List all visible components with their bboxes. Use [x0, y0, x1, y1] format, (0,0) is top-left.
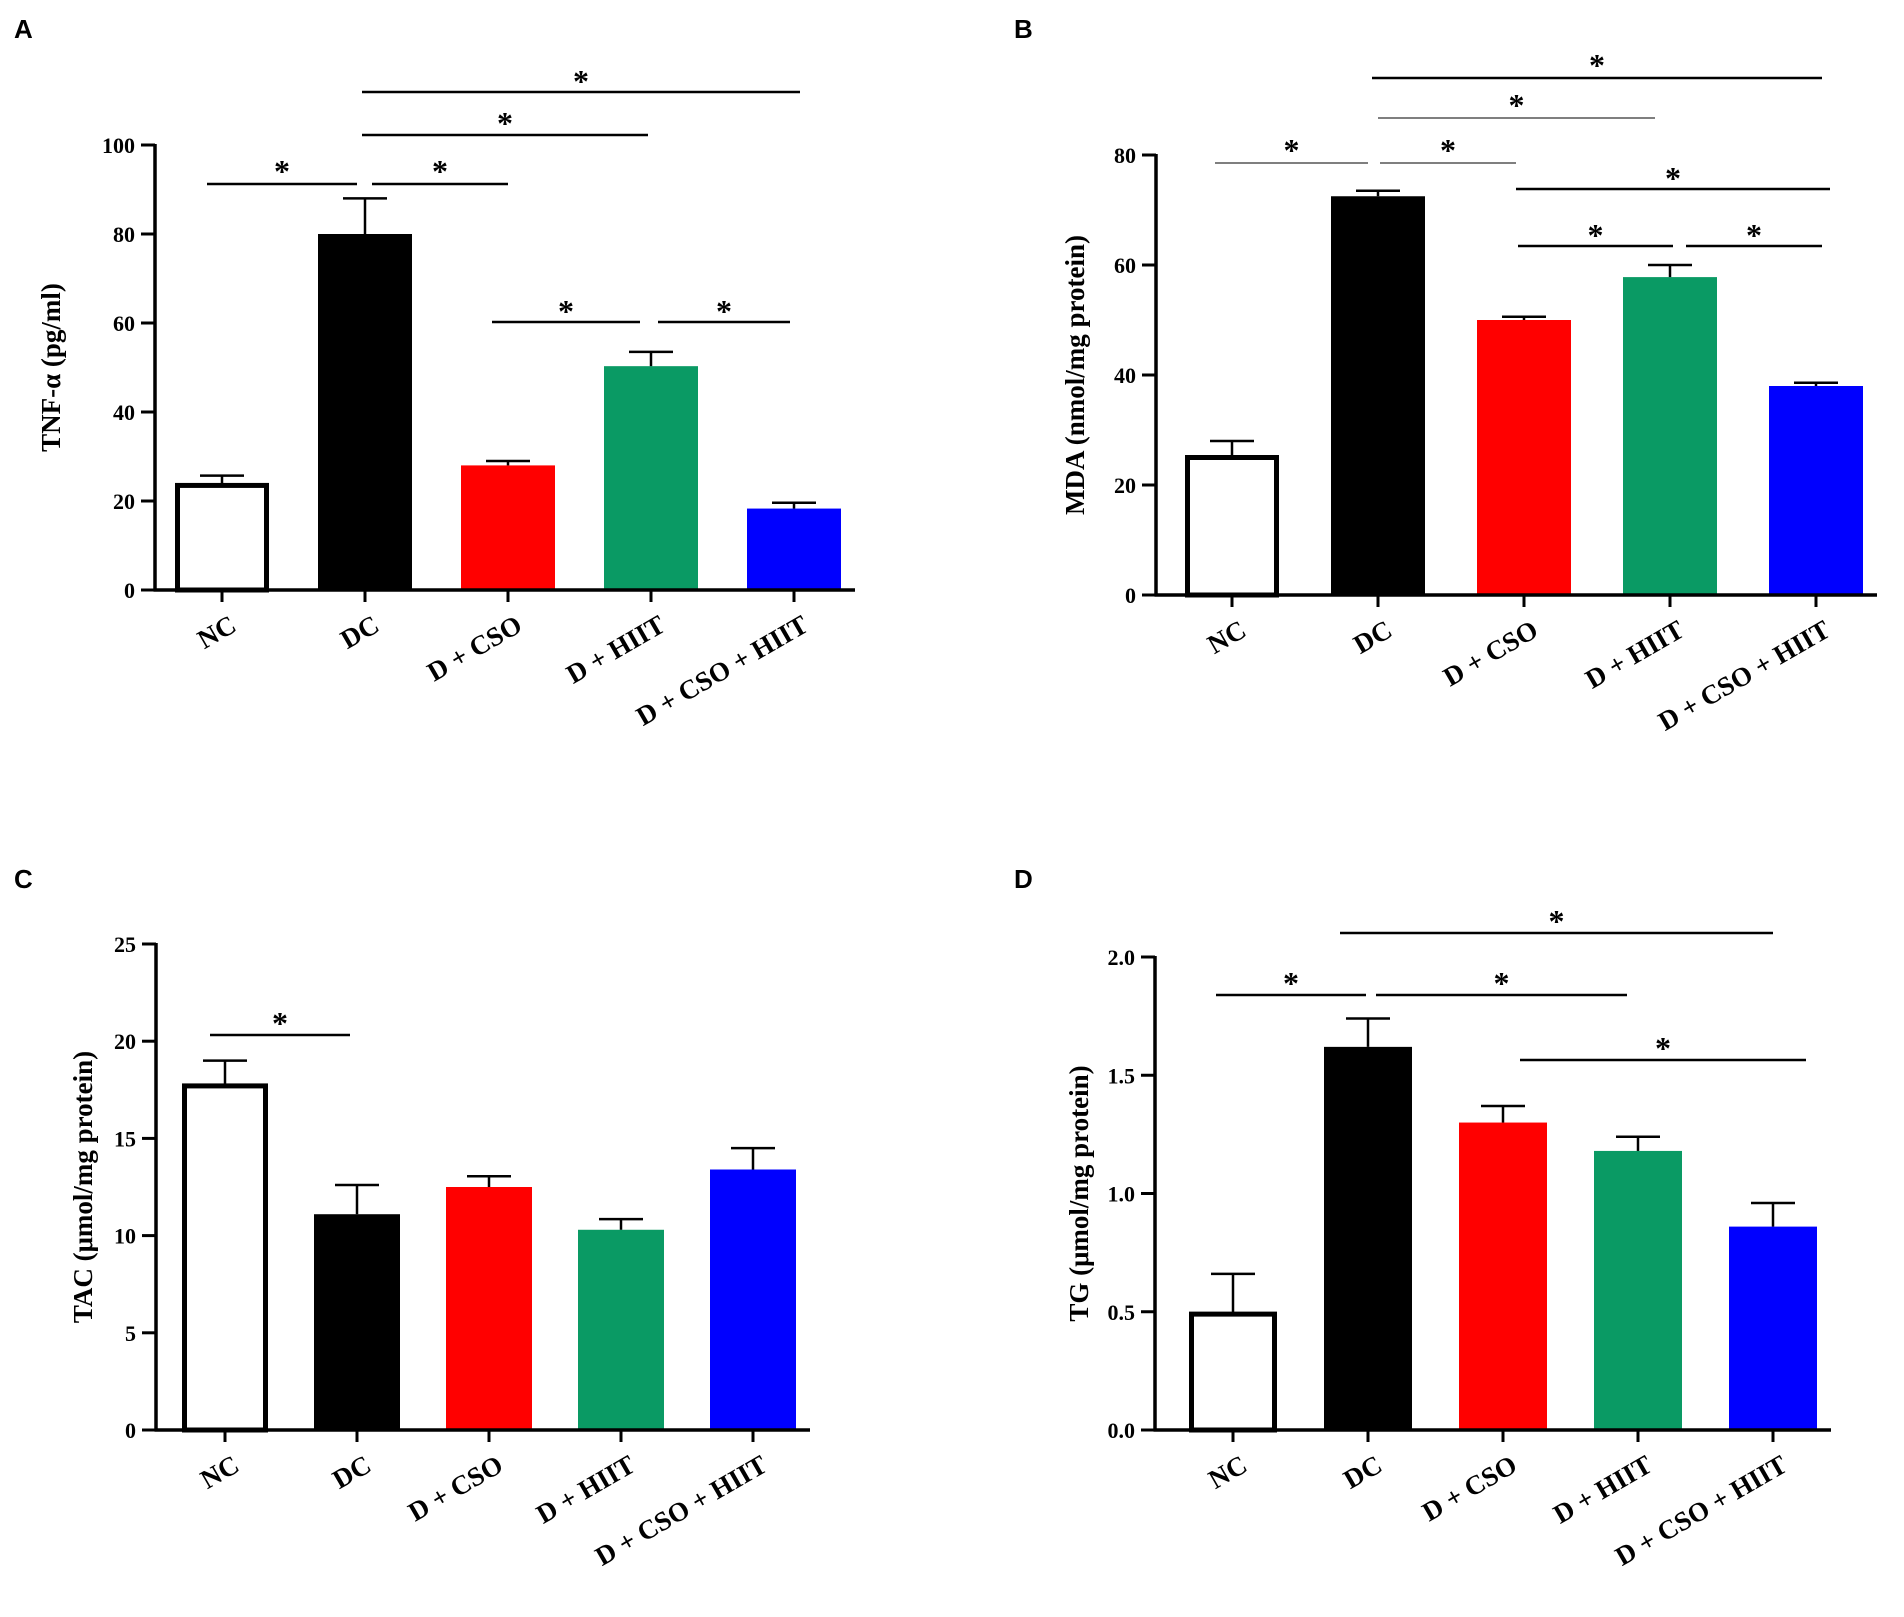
chart-panel-b: B MDA (nmol/mg protein) 0 20 40 60 80 NC DC D + C… — [1014, 14, 1877, 737]
bar-nc — [1189, 1311, 1277, 1433]
y-tick-label: 0 — [124, 578, 135, 603]
y-tick-label: 2.0 — [1108, 945, 1136, 970]
y-tick-label: 80 — [113, 222, 135, 247]
y-axis-title: MDA (nmol/mg protein) — [1060, 235, 1090, 515]
y-tick-label: 100 — [102, 133, 135, 158]
bar-dc — [314, 1214, 400, 1430]
y-tick-label: 10 — [114, 1224, 136, 1249]
y-tick-label: 60 — [1114, 253, 1136, 278]
bar-d-cso — [461, 465, 555, 590]
y-tick-label: 25 — [114, 932, 136, 957]
bar-d-cso-hiit — [1729, 1226, 1817, 1430]
y-tick-label: 15 — [114, 1126, 136, 1151]
x-category-label: D + HIIT — [1580, 614, 1689, 694]
x-category-label: D + CSO — [403, 1449, 508, 1527]
bar-d-hiit — [1594, 1150, 1682, 1430]
x-category-label: DC — [1338, 1449, 1387, 1494]
significance-star: * — [1283, 965, 1299, 1001]
y-tick-label: 0 — [125, 1418, 136, 1443]
y-tick-label: 0 — [1125, 583, 1136, 608]
bar-nc — [175, 482, 269, 593]
significance-star: * — [497, 105, 513, 141]
y-tick-label: 60 — [113, 311, 135, 336]
significance-star: * — [573, 63, 589, 99]
chart-panel-c: C TAC (μmol/mg protein) 0 5 10 15 20 25 NC DC D + … — [14, 864, 810, 1572]
panel-label: A — [14, 14, 33, 44]
panel-label: D — [1014, 864, 1033, 894]
significance-star: * — [1284, 132, 1300, 168]
x-category-label: D + CSO — [422, 609, 527, 687]
x-category-label: D + CSO — [1438, 614, 1543, 692]
bar-d-cso-hiit — [710, 1169, 796, 1430]
y-tick-label: 0.0 — [1108, 1418, 1136, 1443]
x-category-label: NC — [192, 609, 241, 654]
y-tick-label: 80 — [1114, 143, 1136, 168]
panel-label: B — [1014, 14, 1033, 44]
significance-star: * — [1665, 160, 1681, 196]
significance-star: * — [432, 153, 448, 189]
significance-star: * — [1440, 132, 1456, 168]
y-tick-label: 40 — [113, 400, 135, 425]
x-category-label: NC — [1202, 614, 1251, 659]
y-tick-label: 1.5 — [1108, 1063, 1136, 1088]
y-axis-title: TAC (μmol/mg protein) — [68, 1051, 98, 1323]
significance-star: * — [1509, 87, 1525, 123]
bar-d-hiit — [1623, 277, 1717, 595]
bar-d-cso — [446, 1187, 532, 1430]
x-category-label: NC — [1203, 1449, 1252, 1494]
x-category-label: DC — [335, 609, 384, 654]
bar-nc — [1185, 455, 1279, 598]
x-category-label: DC — [1348, 614, 1397, 659]
y-tick-label: 0.5 — [1108, 1300, 1136, 1325]
y-tick-label: 5 — [125, 1321, 136, 1346]
significance-star: * — [1746, 217, 1762, 253]
bar-dc — [318, 234, 412, 590]
x-category-label: DC — [327, 1449, 376, 1494]
x-category-label: NC — [195, 1449, 244, 1494]
significance-star: * — [1655, 1030, 1671, 1066]
y-tick-label: 40 — [1114, 363, 1136, 388]
y-tick-label: 20 — [113, 489, 135, 514]
y-axis-title: TG (μmol/mg protein) — [1064, 1065, 1094, 1321]
bar-d-cso — [1477, 320, 1571, 595]
bar-d-hiit — [578, 1229, 664, 1430]
bar-dc — [1324, 1046, 1412, 1430]
bar-d-cso-hiit — [1769, 386, 1863, 595]
y-tick-label: 1.0 — [1108, 1182, 1136, 1207]
chart-panel-a: A TNF-α (pg/ml) 0 20 40 60 80 100 NC DC D + CSO D +… — [14, 14, 855, 732]
significance-star: * — [1589, 47, 1605, 83]
bar-d-cso-hiit — [747, 508, 841, 590]
significance-star: * — [716, 293, 732, 329]
significance-star: * — [274, 153, 290, 189]
panel-label: C — [14, 864, 33, 894]
bar-nc — [182, 1083, 268, 1433]
y-tick-label: 20 — [1114, 473, 1136, 498]
bar-d-cso — [1459, 1122, 1547, 1430]
significance-star: * — [272, 1005, 288, 1041]
significance-star: * — [1494, 965, 1510, 1001]
chart-panel-d: D TG (μmol/mg protein) 0.0 0.5 1.0 1.5 2.0 NC DC… — [1014, 864, 1831, 1572]
significance-star: * — [1588, 217, 1604, 253]
bar-dc — [1331, 196, 1425, 595]
y-tick-label: 20 — [114, 1029, 136, 1054]
significance-star: * — [558, 293, 574, 329]
bar-d-hiit — [604, 366, 698, 590]
x-category-label: D + HIIT — [561, 609, 670, 689]
x-category-label: D + HIIT — [531, 1449, 640, 1529]
y-axis-title: TNF-α (pg/ml) — [36, 283, 66, 452]
x-category-label: D + HIIT — [1548, 1449, 1657, 1529]
significance-star: * — [1549, 903, 1565, 939]
x-category-label: D + CSO — [1417, 1449, 1522, 1527]
